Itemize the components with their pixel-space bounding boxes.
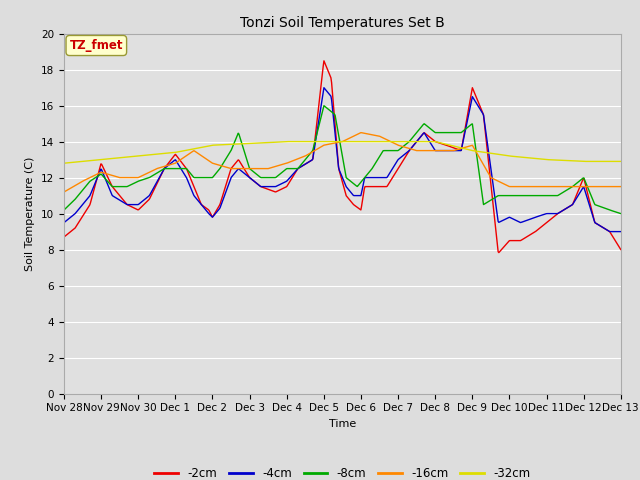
-4cm (384, 173, 392, 179)
-8cm (540, 192, 548, 199)
-8cm (399, 144, 406, 150)
-8cm (320, 103, 328, 108)
-32cm (399, 139, 406, 144)
-2cm (617, 247, 625, 252)
-4cm (320, 85, 328, 91)
-16cm (94, 171, 102, 177)
-16cm (415, 148, 423, 154)
-32cm (60, 160, 68, 166)
-4cm (94, 173, 102, 179)
-32cm (415, 139, 423, 144)
-16cm (60, 189, 68, 195)
-4cm (617, 228, 625, 234)
-32cm (483, 150, 491, 156)
-2cm (541, 221, 548, 227)
-4cm (399, 153, 406, 159)
-16cm (483, 168, 491, 174)
-32cm (94, 157, 102, 163)
-16cm (540, 184, 548, 190)
Line: -8cm: -8cm (64, 106, 621, 214)
-2cm (483, 145, 491, 151)
-8cm (60, 207, 68, 213)
Legend: -2cm, -4cm, -8cm, -16cm, -32cm: -2cm, -4cm, -8cm, -16cm, -32cm (150, 463, 535, 480)
-8cm (94, 173, 102, 179)
-8cm (415, 126, 423, 132)
-2cm (320, 58, 328, 64)
-32cm (384, 139, 392, 144)
Line: -2cm: -2cm (64, 61, 621, 252)
-8cm (617, 211, 625, 216)
Line: -32cm: -32cm (64, 142, 621, 163)
-2cm (60, 234, 68, 240)
Title: Tonzi Soil Temperatures Set B: Tonzi Soil Temperatures Set B (240, 16, 445, 30)
-2cm (399, 158, 406, 164)
-16cm (384, 137, 392, 143)
-32cm (540, 156, 548, 162)
-4cm (607, 228, 614, 234)
Line: -4cm: -4cm (64, 88, 621, 231)
-4cm (483, 137, 491, 143)
X-axis label: Time: Time (329, 419, 356, 429)
Text: TZ_fmet: TZ_fmet (70, 39, 123, 52)
-32cm (617, 158, 625, 164)
-16cm (399, 144, 406, 149)
-4cm (540, 212, 548, 217)
-4cm (415, 135, 423, 141)
-16cm (617, 184, 625, 190)
-8cm (483, 200, 491, 205)
-2cm (415, 135, 423, 141)
-16cm (357, 130, 365, 135)
-2cm (495, 250, 502, 255)
Y-axis label: Soil Temperature (C): Soil Temperature (C) (26, 156, 35, 271)
-4cm (60, 220, 68, 226)
-32cm (283, 139, 291, 144)
-2cm (384, 182, 392, 188)
-8cm (384, 148, 392, 154)
Line: -16cm: -16cm (64, 132, 621, 192)
-2cm (94, 171, 102, 177)
